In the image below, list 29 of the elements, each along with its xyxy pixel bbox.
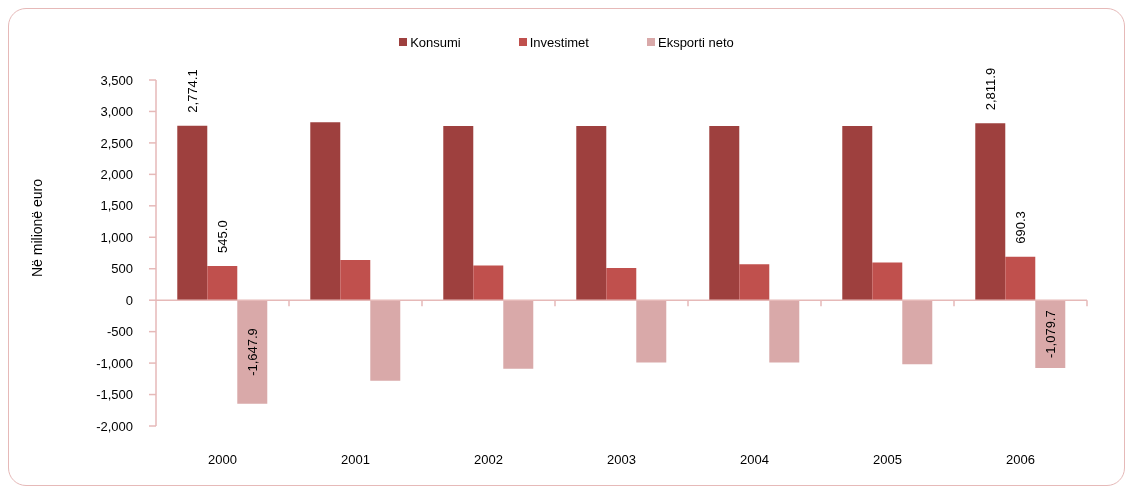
data-label: -1,079.7 [1042, 310, 1058, 358]
data-label: 545.0 [214, 220, 230, 253]
x-tick-label: 2005 [873, 451, 902, 467]
y-tick-label: -1,500 [96, 387, 133, 403]
y-tick-label: 0 [125, 292, 133, 308]
y-tick-label: -500 [106, 324, 133, 340]
y-tick-label: 3,000 [100, 104, 133, 120]
y-tick-label: -1,000 [96, 355, 133, 371]
y-tick-label: 1,000 [100, 229, 133, 245]
y-tick-label: 3,500 [100, 72, 133, 88]
data-label: -1,647.9 [244, 328, 260, 376]
x-tick-label: 2006 [1006, 451, 1035, 467]
data-label: 690.3 [1012, 211, 1028, 244]
x-tick-label: 2004 [740, 451, 769, 467]
y-axis-title: Në milionë euro [29, 178, 45, 278]
legend-label: Konsumi [410, 34, 461, 50]
data-label: 2,811.9 [982, 67, 998, 111]
legend-label: Eksporti neto [657, 34, 734, 50]
y-tick-label: 500 [111, 261, 133, 277]
x-tick-label: 2001 [341, 451, 370, 467]
x-tick-label: 2000 [208, 451, 237, 467]
legend-label: Investimet [529, 34, 589, 50]
y-tick-label: -2,000 [96, 418, 133, 434]
x-tick-label: 2003 [607, 451, 636, 467]
y-tick-label: 1,500 [100, 198, 133, 214]
y-tick-label: 2,000 [100, 166, 133, 182]
x-tick-label: 2002 [474, 451, 503, 467]
data-label: 2,774.1 [184, 69, 200, 113]
y-tick-label: 2,500 [100, 135, 133, 151]
